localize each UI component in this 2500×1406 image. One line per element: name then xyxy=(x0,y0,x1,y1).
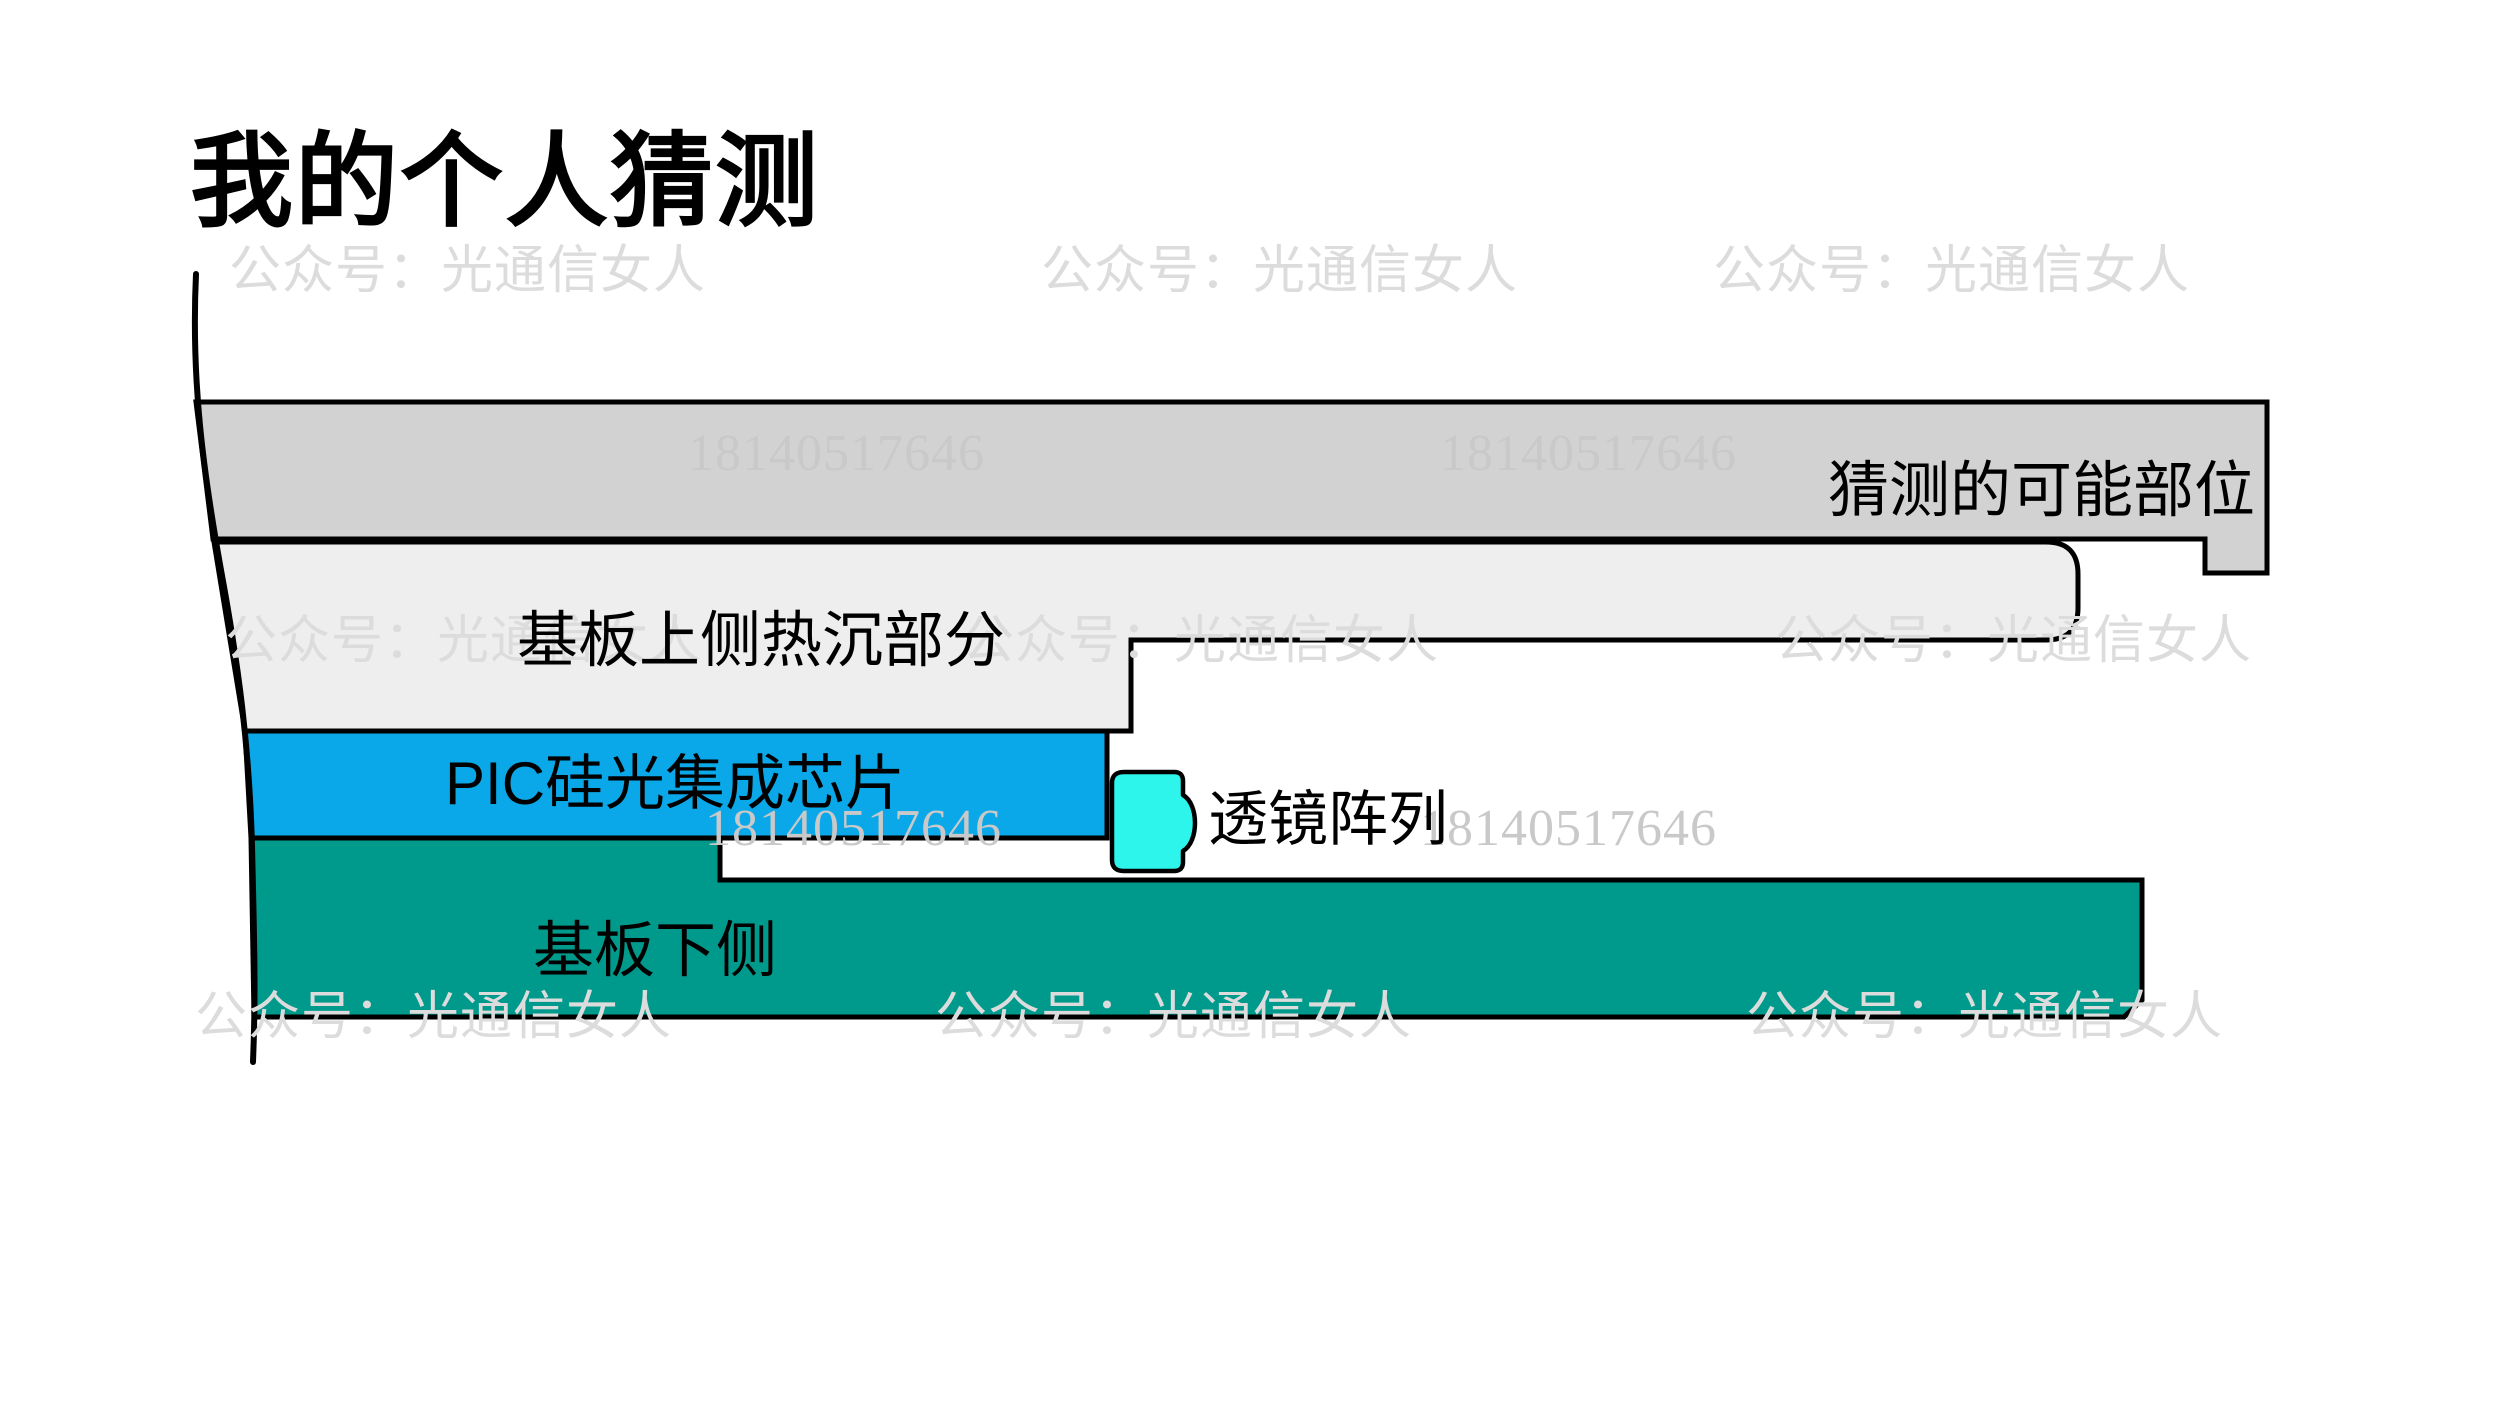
watermark-phone-number: 18140517646 xyxy=(1420,800,1717,857)
watermark-account-text: 公众号：光通信女人 xyxy=(229,243,707,300)
watermark-account-text: 公众号：光通信女人 xyxy=(1041,243,1519,300)
watermark-account-text: 公众号：光通信女人 xyxy=(195,989,673,1046)
watermark-account-text: 公众号：光通信女人 xyxy=(1746,989,2224,1046)
label-substrate-bottom: 基板下侧 xyxy=(533,916,778,984)
page-title: 我的个人猜测 xyxy=(190,124,820,239)
watermark-phone-number: 18140517646 xyxy=(705,800,1002,857)
label-guessed-area: 猜测的可能部位 xyxy=(1827,456,2255,524)
substrate-bottom-bar xyxy=(248,835,2145,1020)
left-boundary-curve xyxy=(191,271,258,1065)
lens-array-shape xyxy=(1109,769,1198,874)
label-heatsink-top: 基板上侧热沉部分 xyxy=(517,606,1006,674)
watermark-phone-number: 18140517646 xyxy=(1440,425,1737,482)
watermark-account-text: 公众号：光通信女人 xyxy=(225,613,703,670)
watermark-account-text: 公众号：光通信女人 xyxy=(962,613,1440,670)
watermark-phone-number: 18140517646 xyxy=(688,425,985,482)
label-pic-chip: PIC硅光集成芯片 xyxy=(445,750,906,817)
watermark-account-text: 公众号：光通信女人 xyxy=(1775,613,2253,670)
watermark-account-text: 公众号：光通信女人 xyxy=(935,989,1413,1046)
watermark-account-text: 公众号：光通信女人 xyxy=(1713,243,2191,300)
label-lens-array: 透镜阵列 xyxy=(1208,786,1448,853)
heatsink-top-bar xyxy=(211,539,2081,734)
